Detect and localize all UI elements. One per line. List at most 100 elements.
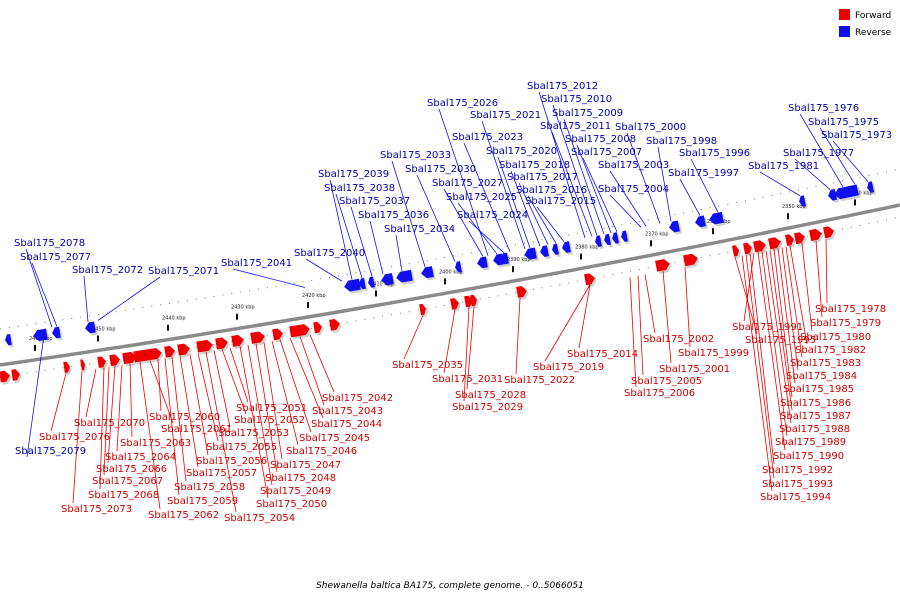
gene-label: Sbal175_2052 bbox=[234, 415, 305, 426]
gene-label: Sbal175_2008 bbox=[565, 134, 636, 145]
gene-label: Sbal175_2072 bbox=[72, 265, 143, 276]
tick-mark bbox=[167, 324, 169, 331]
gene-label: Sbal175_2054 bbox=[224, 513, 295, 524]
gene-label: Sbal175_2044 bbox=[311, 419, 382, 430]
reverse-gene-arrow bbox=[834, 184, 859, 200]
genome-backbone bbox=[0, 203, 900, 367]
gene-label: Sbal175_1983 bbox=[790, 358, 861, 369]
leader-line bbox=[31, 262, 58, 327]
forward-gene-arrow bbox=[313, 321, 322, 334]
forward-gene-arrow bbox=[731, 245, 739, 257]
reverse-gene-arrow bbox=[524, 247, 537, 260]
gene-label: Sbal175_2062 bbox=[148, 510, 219, 521]
leader-line bbox=[518, 182, 549, 245]
legend-forward-swatch bbox=[839, 9, 850, 20]
leader-line bbox=[781, 247, 799, 371]
gene-label: Sbal175_1991 bbox=[732, 322, 803, 333]
leader-line bbox=[103, 366, 110, 476]
leader-line bbox=[769, 249, 793, 411]
leader-line bbox=[26, 328, 46, 458]
gene-label: Sbal175_1978 bbox=[815, 304, 886, 315]
gene-label: Sbal175_2015 bbox=[525, 196, 596, 207]
gene-label: Sbal175_2014 bbox=[567, 349, 638, 360]
tick-mark bbox=[512, 266, 514, 273]
forward-gene-arrow bbox=[231, 334, 244, 347]
forward-gene-arrow bbox=[80, 359, 85, 371]
tick-label: 2380 kbp bbox=[575, 245, 599, 251]
tick-mark bbox=[307, 301, 309, 308]
leader-line bbox=[229, 347, 249, 403]
leader-line bbox=[255, 343, 278, 473]
reverse-gene-arrow bbox=[5, 333, 12, 346]
leader-line bbox=[309, 334, 335, 393]
gene-label: Sbal175_2016 bbox=[516, 185, 587, 196]
forward-gene-arrow bbox=[177, 343, 190, 356]
gene-label: Sbal175_1992 bbox=[762, 465, 833, 476]
forward-gene-arrow bbox=[164, 345, 175, 358]
gene-label: Sbal175_2005 bbox=[631, 376, 702, 387]
leader-line bbox=[745, 254, 775, 479]
gene-label: Sbal175_2030 bbox=[405, 164, 476, 175]
leader-line bbox=[205, 351, 237, 513]
leader-line bbox=[83, 275, 89, 323]
leader-line bbox=[679, 178, 701, 216]
leader-line bbox=[637, 275, 644, 376]
reverse-gene-arrow bbox=[421, 266, 434, 279]
gene-label: Sbal175_2050 bbox=[256, 499, 327, 510]
gene-label: Sbal175_1988 bbox=[779, 424, 850, 435]
reverse-gene-arrow bbox=[799, 195, 807, 207]
tick-label: 2350 kbp bbox=[782, 204, 806, 210]
leader-line bbox=[157, 359, 162, 412]
tick-mark bbox=[787, 213, 789, 220]
forward-gene-arrow bbox=[655, 259, 670, 272]
gene-label: Sbal175_1987 bbox=[780, 411, 851, 422]
leader-line bbox=[536, 206, 565, 242]
leader-line bbox=[743, 252, 755, 322]
leader-line bbox=[582, 157, 618, 232]
gene-label: Sbal175_1997 bbox=[668, 168, 739, 179]
gene-label: Sbal175_2021 bbox=[470, 110, 541, 121]
gene-label: Sbal175_2020 bbox=[486, 146, 557, 157]
forward-gene-arrow bbox=[133, 347, 162, 363]
leader-line bbox=[395, 234, 403, 272]
forward-gene-arrow bbox=[215, 337, 228, 350]
leader-line bbox=[777, 248, 796, 384]
gene-label: Sbal175_1994 bbox=[760, 492, 831, 503]
gene-label: Sbal175_2053 bbox=[218, 428, 289, 439]
leader-line bbox=[819, 127, 856, 185]
gene-label: Sbal175_2041 bbox=[221, 258, 292, 269]
leader-line bbox=[785, 246, 803, 358]
leader-line bbox=[350, 206, 373, 277]
gene-label: Sbal175_2045 bbox=[299, 433, 370, 444]
leader-line bbox=[801, 243, 813, 332]
gene-label: Sbal175_2001 bbox=[659, 364, 730, 375]
leader-line bbox=[825, 238, 828, 304]
leader-line bbox=[799, 113, 844, 188]
leader-line bbox=[391, 160, 426, 268]
gene-label: Sbal175_2061 bbox=[161, 424, 232, 435]
leader-line bbox=[690, 158, 719, 213]
label-leader-lines bbox=[25, 91, 869, 513]
gene-labels: Sbal175_2079 Sbal175_2078 Sbal175_2077 Sbal… bbox=[14, 81, 892, 524]
legend-reverse-label: Reverse bbox=[855, 28, 892, 38]
gene-label: Sbal175_1998 bbox=[646, 136, 717, 147]
forward-gene-arrow bbox=[809, 228, 822, 242]
leader-line bbox=[443, 309, 456, 374]
gene-label: Sbal175_2028 bbox=[455, 390, 526, 401]
gene-label: Sbal175_2009 bbox=[552, 108, 623, 119]
reverse-gene-arrow bbox=[368, 276, 375, 288]
reverse-gene-arrow bbox=[562, 241, 571, 253]
leader-line bbox=[263, 342, 283, 460]
leader-line bbox=[463, 307, 470, 402]
tick-label: 2400 kbp bbox=[439, 269, 463, 275]
gene-label: Sbal175_2023 bbox=[452, 132, 523, 143]
gene-label: Sbal175_2073 bbox=[61, 504, 132, 515]
leader-line bbox=[25, 248, 53, 328]
gene-label: Sbal175_2056 bbox=[196, 456, 267, 467]
leader-line bbox=[734, 256, 758, 335]
reverse-gene-arrow bbox=[552, 243, 559, 255]
forward-gene-arrow bbox=[11, 369, 20, 381]
forward-gene-arrow bbox=[822, 226, 834, 239]
tick-label: 2440 kbp bbox=[162, 316, 186, 322]
